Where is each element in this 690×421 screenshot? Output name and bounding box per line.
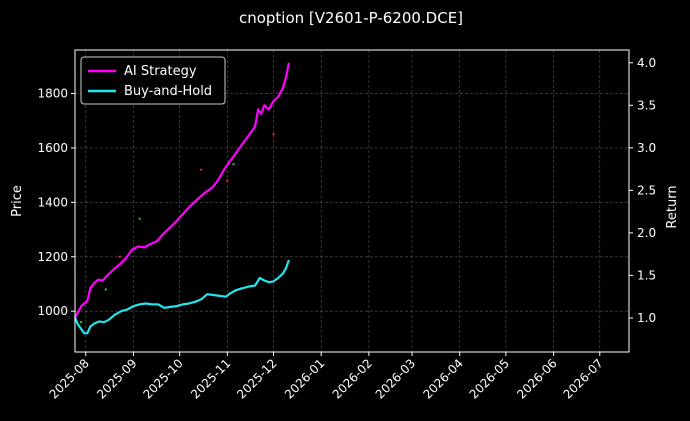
y-tick-label-right: 2.0 bbox=[637, 226, 656, 240]
y-tick-label-left: 1200 bbox=[37, 250, 68, 264]
y-axis-left: 1000 1200 1400 1600 1800 bbox=[37, 87, 75, 318]
buy-marker bbox=[80, 321, 83, 324]
legend-box bbox=[80, 56, 226, 105]
buy-marker bbox=[104, 288, 107, 291]
y-tick-label-left: 1400 bbox=[37, 195, 68, 209]
buy-marker bbox=[232, 163, 235, 166]
y-tick-label-left: 1600 bbox=[37, 141, 68, 155]
y-tick-label-left: 1800 bbox=[37, 87, 68, 101]
y-axis-right: 1.0 1.5 2.0 2.5 3.0 3.5 4.0 bbox=[629, 56, 656, 325]
trade-markers bbox=[80, 133, 275, 324]
y-tick-label-right: 4.0 bbox=[637, 56, 656, 70]
sell-marker bbox=[118, 255, 121, 258]
plot-frame bbox=[74, 49, 630, 353]
y-tick-label-right: 3.0 bbox=[637, 141, 656, 155]
series-line-ai-strategy bbox=[74, 62, 290, 319]
y-axis-label-left: Price bbox=[10, 185, 25, 217]
sell-marker bbox=[272, 133, 275, 136]
chart-title: cnoption [V2601-P-6200.DCE] bbox=[239, 9, 463, 27]
sell-marker bbox=[226, 179, 229, 182]
buy-marker bbox=[138, 217, 141, 220]
sell-marker bbox=[200, 168, 203, 171]
legend: AI Strategy Buy-and-Hold bbox=[80, 56, 226, 105]
y-tick-label-left: 1000 bbox=[37, 304, 68, 318]
y-axis-label-right: Return bbox=[665, 185, 680, 228]
y-tick-label-right: 3.5 bbox=[637, 98, 656, 112]
legend-label-buy-and-hold: Buy-and-Hold bbox=[124, 84, 212, 99]
y-tick-label-right: 2.5 bbox=[637, 183, 656, 197]
series-line-buy-and-hold bbox=[73, 259, 290, 335]
y-tick-label-right: 1.5 bbox=[637, 268, 656, 282]
legend-label-ai-strategy: AI Strategy bbox=[124, 64, 197, 79]
series-lines bbox=[73, 62, 290, 335]
y-tick-label-right: 1.0 bbox=[637, 311, 656, 325]
